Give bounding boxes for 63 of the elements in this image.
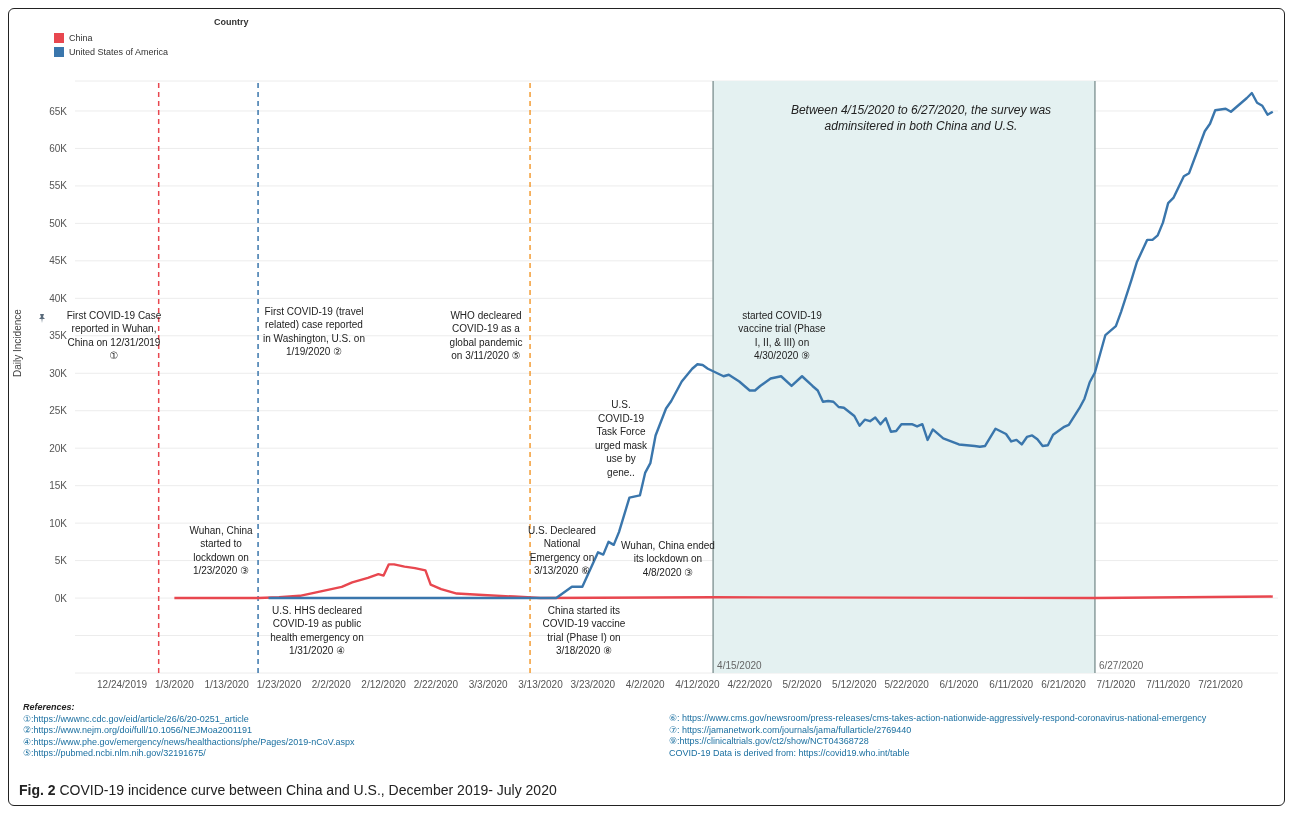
x-tick-label: 7/11/2020 [1146, 679, 1191, 691]
text: ④:https://www.phe.gov/emergency/news/healthactions/phe/Pages/2019-nCoV.aspx [23, 736, 355, 748]
x-tick-label: 1/23/2020 [256, 679, 302, 691]
y-tick-label: 5K [54, 555, 68, 567]
annotation: U.S. COVID-19 Task Force urged mask use by gene.. [594, 398, 649, 478]
annotation: Wuhan, China started to lockdown on 1/23/2020 ③ [189, 524, 254, 576]
x-tick-label: 5/2/2020 [782, 679, 822, 691]
legend-title: Country [214, 17, 249, 27]
annotation: started COVID-19 vaccine trial (Phase I, II, & III) on 4/30/2020 ⑨ [738, 309, 827, 361]
y-tick-label: 45K [49, 255, 68, 267]
x-tick-label: 2/12/2020 [361, 679, 407, 691]
y-tick-label: 20K [49, 442, 68, 454]
text: ②:https://www.nejm.org/doi/full/10.1056/NEJMoa2001191 [23, 725, 254, 737]
x-tick-label: 7/1/2020 [1096, 679, 1136, 691]
legend-label: China [69, 33, 93, 43]
x-tick-label: 5/22/2020 [884, 679, 930, 691]
x-tick-label: 2/22/2020 [413, 679, 459, 691]
x-tick-label: 3/3/2020 [468, 679, 509, 691]
ref-line-label: 6/27/2020 [1098, 660, 1144, 671]
y-tick-label: 10K [49, 517, 68, 529]
text: ⑤:https://pubmed.ncbi.nlm.nih.gov/32191675/ [23, 748, 207, 760]
x-tick-label: 2/2/2020 [311, 679, 352, 691]
x-tick-label: 6/11/2020 [989, 679, 1034, 691]
text: ⑥: https://www.cms.gov/newsroom/press-releases/cms-takes-action-nationwide-aggressively-respond-coronavirus-national-emergency [669, 713, 1207, 725]
y-tick-label: 0K [54, 592, 68, 604]
text: Fig. 2 COVID-19 incidence curve between China and U.S., December 2019- July 2020 [19, 782, 557, 798]
annotation: China started its COVID-19 vaccine trial (Phase I) on 3/18/2020 ⑧ [542, 604, 626, 656]
text: COVID-19 Data is derived from: https://covid19.who.int/table [669, 747, 911, 759]
annotation: U.S. HHS decleared COVID-19 as public health emergency on 1/31/2020 ④ [270, 604, 364, 656]
y-axis-title: Daily Incidence [11, 308, 23, 377]
ref-line-label: 4/15/2020 [717, 660, 763, 671]
y-tick-label: 15K [49, 480, 68, 492]
y-tick-label: 35K [49, 330, 68, 342]
y-tick-label: 30K [49, 367, 68, 379]
legend-label: United States of America [69, 47, 169, 57]
annotation: Between 4/15/2020 to 6/27/2020, the survey was adminsitered in both China and U.S. [790, 103, 1052, 133]
x-tick-label: 6/21/2020 [1041, 679, 1087, 691]
y-tick-label: 40K [49, 292, 68, 304]
x-tick-label: 4/12/2020 [675, 679, 721, 691]
annotation: Wuhan, China ended its lockdown on 4/8/2020 ③ [621, 539, 715, 578]
text: ⑨:https://clinicaltrials.gov/ct2/show/NCT04368728 [669, 736, 870, 748]
x-tick-label: 4/22/2020 [727, 679, 773, 691]
annotation: First COVID-19 (travel related) case reported in Washington, U.S. on 1/19/2020 ② [263, 305, 365, 357]
x-tick-label: 3/13/2020 [518, 679, 564, 691]
x-tick-label: 6/1/2020 [939, 679, 979, 691]
y-tick-label: 60K [49, 142, 68, 154]
y-tick-label: 25K [49, 405, 68, 417]
annotation: First COVID-19 Case reported in Wuhan, China on 12/31/2019 ① [66, 309, 162, 361]
text: ⑦: https://jamanetwork.com/journals/jama/fullarticle/2769440 [669, 724, 913, 736]
x-tick-label: 7/21/2020 [1198, 679, 1244, 691]
text: References: [23, 702, 76, 714]
x-tick-label: 3/23/2020 [570, 679, 616, 691]
y-tick-label: 55K [49, 180, 68, 192]
x-tick-label: 1/13/2020 [204, 679, 250, 691]
x-tick-label: 12/24/2019 [97, 679, 148, 691]
x-tick-label: 1/3/2020 [154, 679, 195, 691]
line-series [173, 563, 1274, 600]
text: ①:https://wwwnc.cdc.gov/eid/article/26/6/20-0251_article [23, 713, 250, 725]
annotation: WHO decleared COVID-19 as a global pandemic on 3/11/2020 ⑤ [449, 309, 523, 361]
y-tick-label: 50K [49, 217, 68, 229]
x-tick-label: 5/12/2020 [832, 679, 878, 691]
y-tick-label: 65K [49, 105, 68, 117]
x-tick-label: 4/2/2020 [625, 679, 666, 691]
